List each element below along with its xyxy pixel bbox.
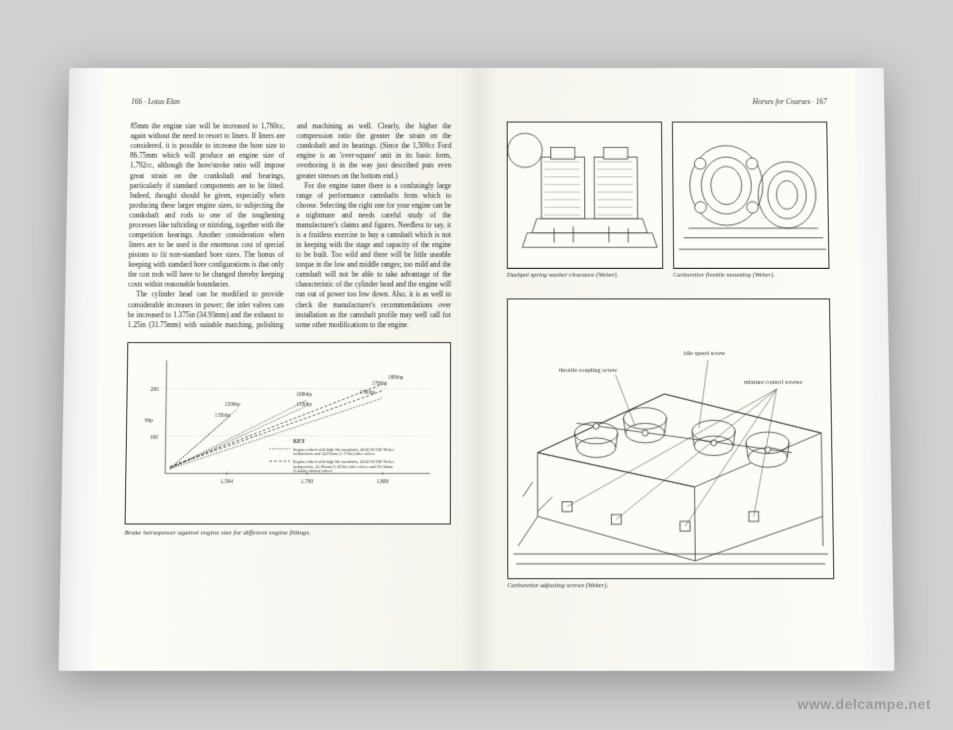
right-page: Horses for Courses · 167: [479, 68, 864, 671]
svg-text:170bhp: 170bhp: [359, 389, 375, 395]
diagram-caption-tl: Dashpot spring washer clearance (Weber).: [507, 271, 663, 280]
svg-text:155bhp: 155bhp: [296, 401, 312, 407]
svg-text:150bhp: 150bhp: [225, 401, 241, 407]
svg-text:1,700: 1,700: [301, 478, 314, 484]
label-throttle: throttle coupling screw: [559, 366, 618, 373]
svg-text:carburettors and 34.93mm (1.37: carburettors and 34.93mm (1.375in) inlet…: [293, 451, 375, 456]
diagram-caption-bottom: Carburettor adjusting screws (Weber).: [507, 582, 834, 591]
body-text-left: 85mm the engine size will be increased t…: [128, 121, 452, 329]
bhp-chart: 100 200 bhp 1,594 1,700 1,800 135bhp 150…: [134, 350, 442, 510]
svg-text:KEY: KEY: [293, 438, 305, 444]
watermark: www.delcampe.net: [797, 696, 931, 712]
paragraph: For the engine tuner there is a confusin…: [295, 180, 451, 329]
svg-text:200: 200: [150, 387, 159, 393]
label-mixture: mixture control screws: [744, 379, 803, 386]
book-container: 166 · Lotus Elan 85mm the engine size wi…: [58, 68, 894, 671]
diagram-top-left: [507, 121, 664, 268]
svg-text:180bhp: 180bhp: [388, 374, 404, 380]
svg-text:135bhp: 135bhp: [215, 412, 231, 418]
left-page: 166 · Lotus Elan 85mm the engine size wi…: [94, 68, 479, 671]
chart-caption: Brake horsepower against engine size for…: [124, 528, 450, 538]
page-header-left: 166 · Lotus Elan: [131, 97, 451, 107]
page-header-right: Horses for Courses · 167: [507, 97, 827, 107]
svg-text:1,800: 1,800: [376, 478, 389, 484]
paragraph: 85mm the engine size will be increased t…: [128, 121, 285, 289]
chart-container: 100 200 bhp 1,594 1,700 1,800 135bhp 150…: [125, 341, 451, 523]
svg-text:160bhp: 160bhp: [296, 391, 312, 397]
svg-text:bhp: bhp: [145, 417, 154, 423]
diagram-row: Dashpot spring washer clearance (Weber).: [507, 121, 830, 290]
label-idle-speed: idle speed screw: [683, 349, 725, 356]
svg-text:100: 100: [150, 434, 159, 440]
diagram-top-right: [672, 121, 830, 268]
diagram-bottom: idle speed screw throttle coupling screw…: [507, 298, 834, 579]
diagram-caption-tr: Carburettor flexible mounting (Weber).: [673, 271, 829, 280]
svg-text:(1.44in) exhaust valves: (1.44in) exhaust valves: [293, 468, 333, 473]
svg-text:1,594: 1,594: [220, 478, 233, 484]
